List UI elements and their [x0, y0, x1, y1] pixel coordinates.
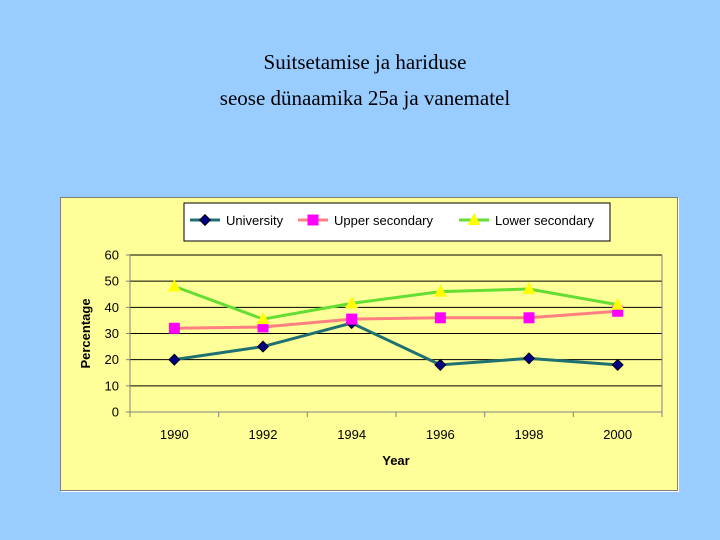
data-point [612, 305, 624, 317]
x-tick-label: 1998 [515, 427, 544, 442]
data-point [522, 352, 536, 365]
series-line [174, 321, 618, 367]
x-tick-label: 1990 [160, 427, 189, 442]
y-tick-label: 30 [105, 326, 119, 341]
x-tick-label: 1996 [426, 427, 455, 442]
data-point [611, 358, 624, 371]
legend-box [183, 202, 611, 242]
data-point [346, 313, 358, 325]
x-axis-title: Year [382, 453, 409, 468]
y-tick-label: 20 [105, 352, 119, 367]
x-tick-label: 1992 [249, 427, 278, 442]
slide-title-line-2: seose dünaamika 25a ja vanematel [219, 86, 511, 110]
y-tick-label: 0 [112, 405, 119, 420]
data-point [345, 296, 359, 309]
data-point [434, 312, 446, 324]
legend-marker [198, 213, 212, 227]
legend-label: Lower secondary [495, 213, 594, 228]
data-point [257, 321, 269, 333]
y-axis-title: Percentage [78, 298, 93, 368]
series-university [168, 316, 624, 371]
data-point [168, 353, 181, 366]
data-point [522, 282, 536, 295]
y-tick-label: 40 [105, 300, 119, 315]
legend-marker [307, 214, 319, 226]
data-point [523, 312, 535, 324]
data-point [256, 312, 270, 325]
chart-gridlines [130, 254, 662, 387]
chart-frame [60, 197, 678, 491]
y-tick-label: 10 [105, 378, 119, 393]
data-point [256, 340, 270, 353]
data-point [168, 322, 180, 334]
chart-series [167, 279, 625, 371]
legend-marker [467, 213, 481, 225]
x-tick-label: 2000 [603, 427, 632, 442]
data-point [611, 297, 625, 310]
legend-label: Upper secondary [334, 213, 433, 228]
series-upper-secondary [168, 305, 624, 334]
x-tick-label: 1994 [337, 427, 366, 442]
data-point [167, 279, 181, 292]
series-line [173, 284, 618, 321]
y-tick-label: 50 [105, 274, 119, 289]
slide-title: Suitsetamise ja hariduse seose dünaamika… [0, 44, 720, 116]
series-lower-secondary [167, 279, 625, 325]
legend-label: University [226, 213, 284, 228]
y-tick-label: 60 [105, 248, 119, 263]
slide-title-line-1: Suitsetamise ja hariduse [263, 50, 467, 74]
chart-axes: 0 10 20 30 40 50 60 1990 1992 1994 1996 1998 2000 [105, 248, 663, 442]
chart-legend: University Upper secondary Lower secondary [183, 202, 611, 242]
series-line [174, 309, 618, 330]
data-point [433, 284, 447, 297]
data-point [434, 358, 447, 371]
